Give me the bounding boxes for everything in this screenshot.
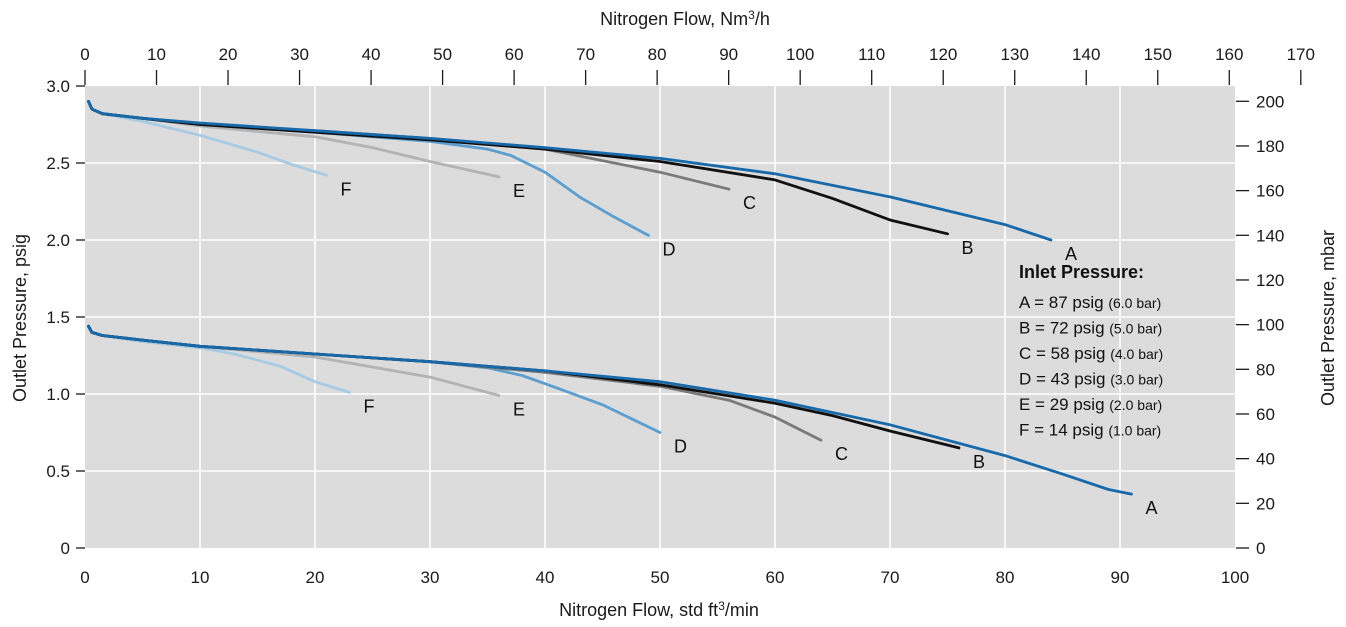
legend-entry: A = 87 psig (6.0 bar) xyxy=(1019,293,1161,312)
bottom-tick-label: 0 xyxy=(80,568,89,587)
right-tick-label: 40 xyxy=(1256,450,1275,469)
legend-entry-bar: (4.0 bar) xyxy=(1110,346,1163,362)
right-tick-label: 160 xyxy=(1256,182,1284,201)
top-tick-label: 20 xyxy=(219,45,238,64)
legend-entry: F = 14 psig (1.0 bar) xyxy=(1019,421,1161,440)
legend-entry-bar: (3.0 bar) xyxy=(1110,372,1163,388)
series-line-a-upper xyxy=(87,100,1053,242)
right-tick-label: 0 xyxy=(1256,539,1265,558)
series-label-e-upper: E xyxy=(513,181,525,201)
legend-entry-pressure: A = 87 psig xyxy=(1019,293,1108,312)
top-tick-label: 120 xyxy=(929,45,957,64)
bottom-axis: 0 10 20 30 40 50 60 70 80 90 100 xyxy=(80,568,1249,587)
legend-entry-pressure: E = 29 psig xyxy=(1019,395,1109,414)
legend-entry-bar: (6.0 bar) xyxy=(1108,295,1161,311)
bottom-tick-label: 40 xyxy=(536,568,555,587)
left-tick-label: 2.5 xyxy=(46,154,70,173)
top-tick-label: 50 xyxy=(433,45,452,64)
series-line-a-lower xyxy=(87,324,1133,496)
top-tick-label: 40 xyxy=(362,45,381,64)
legend-entry: E = 29 psig (2.0 bar) xyxy=(1019,395,1162,414)
series-label-b-lower: B xyxy=(973,452,985,472)
top-tick-label: 30 xyxy=(290,45,309,64)
top-tick-label: 150 xyxy=(1144,45,1172,64)
top-tick-label: 0 xyxy=(80,45,89,64)
bottom-tick-label: 60 xyxy=(766,568,785,587)
left-tick-label: 3.0 xyxy=(46,77,70,96)
bottom-tick-label: 100 xyxy=(1221,568,1249,587)
bottom-tick-label: 80 xyxy=(996,568,1015,587)
right-tick-label: 100 xyxy=(1256,316,1284,335)
bottom-tick-label: 10 xyxy=(191,568,210,587)
legend-entry-bar: (2.0 bar) xyxy=(1109,397,1162,413)
left-tick-label: 0.5 xyxy=(46,462,70,481)
bottom-tick-label: 70 xyxy=(881,568,900,587)
right-tick-label: 200 xyxy=(1256,92,1284,111)
legend-entry: C = 58 psig (4.0 bar) xyxy=(1019,344,1163,363)
top-axis: 0 10 20 30 40 50 60 70 80 90 100 110 120 130 140 150 160… xyxy=(80,45,1315,85)
series-label-a-upper: A xyxy=(1065,244,1077,264)
legend-entry-bar: (5.0 bar) xyxy=(1109,321,1162,337)
series-label-c-lower: C xyxy=(835,444,848,464)
series-label-d-upper: D xyxy=(663,239,676,259)
top-axis-title: Nitrogen Flow, Nm3/h xyxy=(600,8,770,29)
top-tick-label: 10 xyxy=(147,45,166,64)
bottom-tick-label: 30 xyxy=(421,568,440,587)
legend-entry: D = 43 psig (3.0 bar) xyxy=(1019,370,1163,389)
left-axis: 0 0.5 1.0 1.5 2.0 2.5 3.0 xyxy=(46,77,85,558)
right-tick-label: 180 xyxy=(1256,137,1284,156)
right-tick-label: 80 xyxy=(1256,360,1275,379)
left-tick-label: 0 xyxy=(61,539,70,558)
series-label-a-lower: A xyxy=(1146,498,1158,518)
series-label-b-upper: B xyxy=(962,238,974,258)
bottom-tick-label: 90 xyxy=(1111,568,1130,587)
top-tick-label: 90 xyxy=(719,45,738,64)
left-tick-label: 1.5 xyxy=(46,308,70,327)
series-end-labels: F F E E D D C C B B A A xyxy=(341,179,1158,518)
left-axis-title: Outlet Pressure, psig xyxy=(10,234,30,402)
top-tick-label: 160 xyxy=(1215,45,1243,64)
legend: Inlet Pressure: A = 87 psig (6.0 bar) B =… xyxy=(1019,262,1163,440)
series-label-c-upper: C xyxy=(743,193,756,213)
top-tick-label: 170 xyxy=(1287,45,1315,64)
top-tick-label: 140 xyxy=(1072,45,1100,64)
series-label-f-lower: F xyxy=(364,396,375,416)
grid-lines xyxy=(85,86,1235,548)
series-lines xyxy=(87,100,1133,496)
left-tick-label: 2.0 xyxy=(46,231,70,250)
bottom-tick-label: 50 xyxy=(651,568,670,587)
bottom-tick-label: 20 xyxy=(306,568,325,587)
series-label-e-lower: E xyxy=(513,400,525,420)
top-tick-label: 60 xyxy=(505,45,524,64)
legend-entry-bar: (1.0 bar) xyxy=(1108,423,1161,439)
series-label-f-upper: F xyxy=(341,179,352,199)
right-tick-label: 120 xyxy=(1256,271,1284,290)
top-tick-label: 80 xyxy=(648,45,667,64)
legend-entry-pressure: D = 43 psig xyxy=(1019,370,1110,389)
bottom-axis-title: Nitrogen Flow, std ft3/min xyxy=(559,599,759,620)
right-axis: 0 20 40 60 80 100 120 140 160 180 200 xyxy=(1236,92,1284,558)
top-tick-label: 110 xyxy=(858,45,885,64)
legend-entry-pressure: F = 14 psig xyxy=(1019,421,1108,440)
right-axis-title: Outlet Pressure, mbar xyxy=(1318,230,1338,406)
top-tick-label: 70 xyxy=(576,45,595,64)
legend-title: Inlet Pressure: xyxy=(1019,262,1144,282)
legend-entry: B = 72 psig (5.0 bar) xyxy=(1019,319,1162,338)
top-tick-label: 100 xyxy=(786,45,814,64)
top-tick-label: 130 xyxy=(1001,45,1029,64)
right-tick-label: 20 xyxy=(1256,494,1275,513)
legend-entry-pressure: C = 58 psig xyxy=(1019,344,1110,363)
legend-entry-pressure: B = 72 psig xyxy=(1019,319,1109,338)
left-tick-label: 1.0 xyxy=(46,385,70,404)
right-tick-label: 60 xyxy=(1256,405,1275,424)
series-label-d-lower: D xyxy=(674,437,687,457)
right-tick-label: 140 xyxy=(1256,226,1284,245)
